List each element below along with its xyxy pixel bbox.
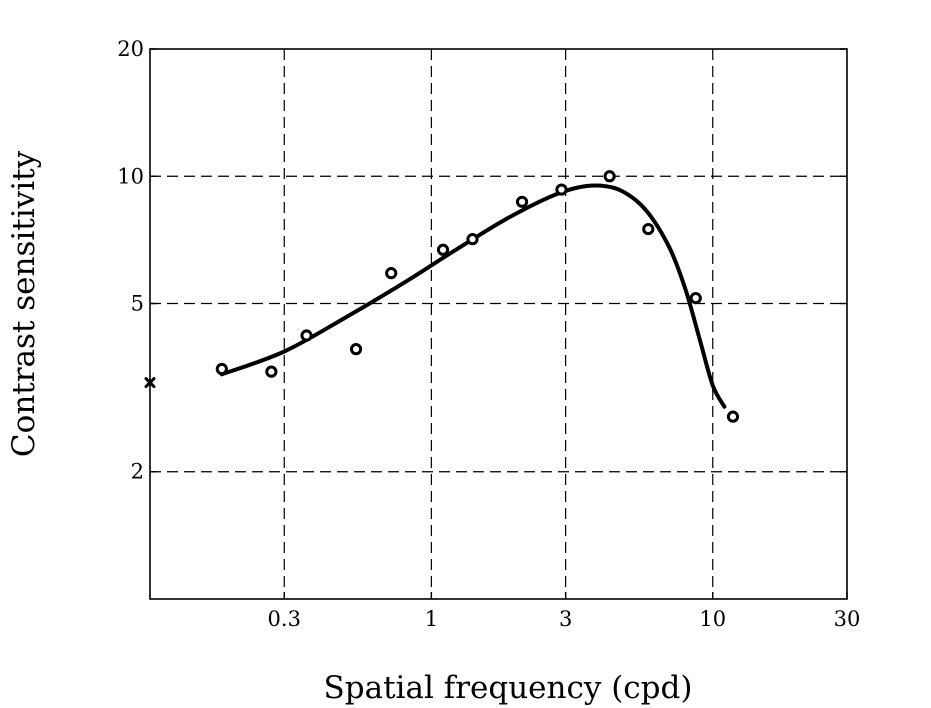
axis-ticks	[150, 48, 848, 599]
y-tick-label: 10	[117, 164, 144, 188]
cross-marker	[144, 377, 156, 389]
x-axis-title: Spatial frequency (cpd)	[324, 670, 693, 706]
x-tick-label: 10	[699, 607, 726, 631]
x-tick-label: 0.3	[268, 607, 301, 631]
data-point	[300, 329, 313, 342]
grid-lines	[150, 49, 847, 599]
data-point	[215, 362, 228, 376]
data-point	[515, 195, 529, 208]
data-point	[726, 410, 740, 423]
data-points	[144, 170, 740, 423]
y-tick-label: 2	[131, 460, 144, 484]
fit-curve	[219, 183, 727, 409]
tick-labels: 0.3 1 3 10 30 2 5 10 20	[117, 37, 860, 631]
data-point	[642, 222, 655, 236]
x-tick-label: 3	[559, 607, 572, 631]
y-tick-label: 5	[131, 292, 144, 316]
data-point	[603, 170, 616, 183]
fit-curve-layer	[219, 183, 727, 409]
x-tick-label: 30	[834, 607, 861, 631]
data-point	[466, 233, 479, 246]
plot-frame	[149, 48, 848, 600]
x-tick-label: 1	[425, 607, 438, 631]
y-tick-label: 20	[117, 37, 144, 61]
data-point	[385, 267, 398, 280]
data-point	[349, 343, 363, 356]
data-point	[555, 183, 568, 196]
y-axis-title: Contrast sensitivity	[6, 150, 42, 457]
data-point	[265, 365, 278, 378]
data-point	[436, 243, 450, 256]
data-point	[689, 291, 702, 305]
